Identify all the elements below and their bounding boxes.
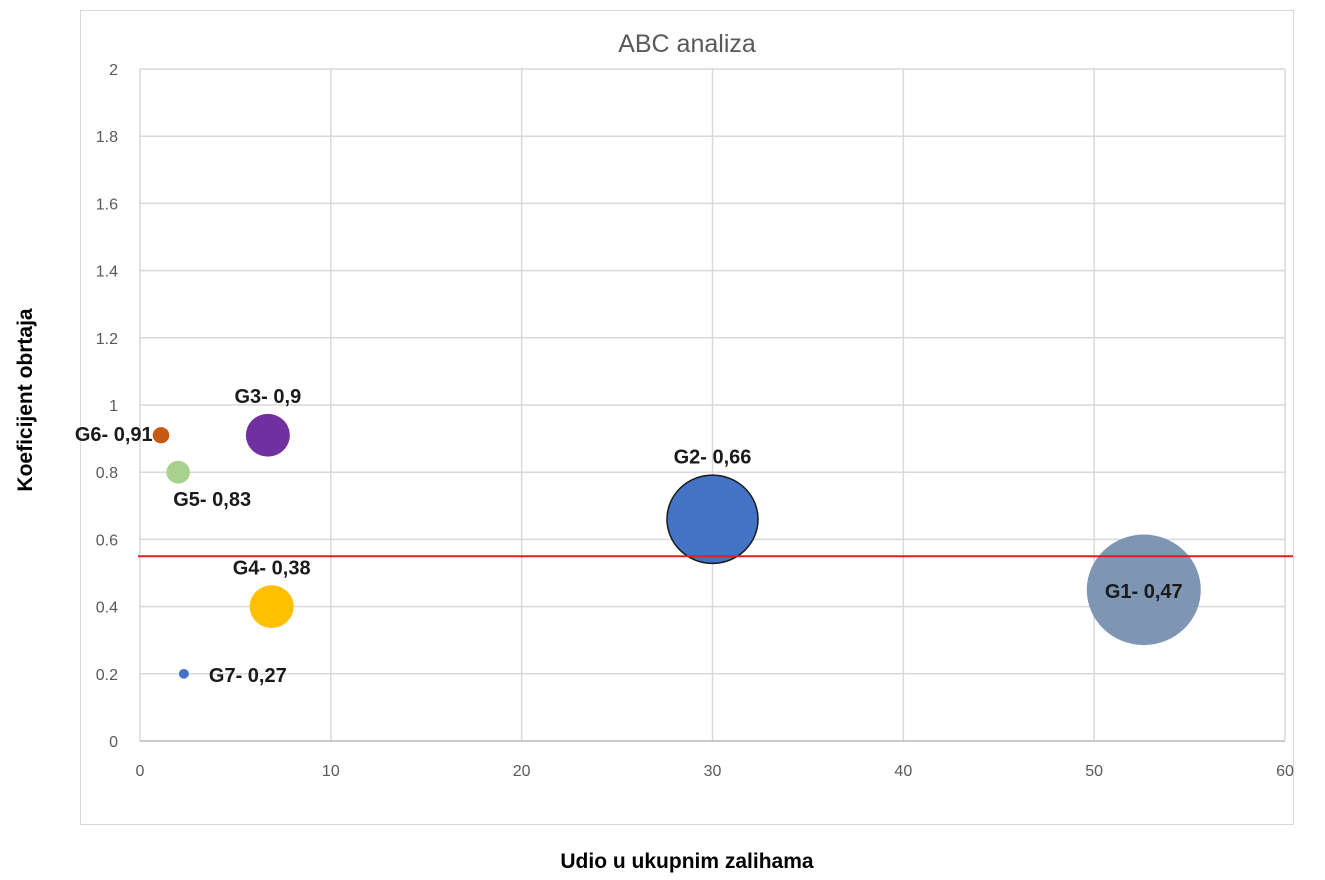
bubble (249, 585, 294, 628)
chart-title: ABC analiza (618, 30, 756, 58)
x-tick-label: 20 (513, 763, 531, 780)
bubble (152, 427, 170, 444)
y-tick-label: 1 (109, 398, 118, 415)
x-tick-label: 60 (1276, 763, 1294, 780)
y-tick-label: 1.6 (96, 196, 118, 213)
y-tick-label: 0 (109, 734, 118, 751)
data-label: G6- 0,91 (75, 424, 153, 446)
bubble (166, 460, 190, 484)
data-label: G5- 0,83 (173, 489, 251, 511)
data-label: G2- 0,66 (674, 447, 752, 469)
bubble (178, 668, 189, 679)
y-tick-label: 0.8 (96, 465, 118, 482)
data-label: G3- 0,9 (235, 386, 302, 408)
y-tick-label: 1.4 (96, 264, 118, 281)
x-tick-label: 10 (322, 763, 340, 780)
bubble (1086, 534, 1201, 646)
x-axis-label: Udio u ukupnim zalihama (560, 850, 814, 873)
bubble (666, 474, 759, 565)
x-tick-label: 0 (136, 763, 145, 780)
data-label: G1- 0,47 (1105, 581, 1183, 603)
chart-frame (80, 10, 1294, 825)
y-axis-label: Koeficijent obrtaja (14, 308, 37, 492)
x-tick-label: 30 (704, 763, 722, 780)
y-tick-label: 0.4 (96, 600, 118, 617)
x-tick-label: 40 (894, 763, 912, 780)
x-tick-label: 50 (1085, 763, 1103, 780)
data-label: G7- 0,27 (209, 665, 287, 687)
y-tick-label: 1.8 (96, 129, 118, 146)
y-tick-label: 2 (109, 62, 118, 79)
y-tick-label: 0.6 (96, 532, 118, 549)
y-tick-label: 1.2 (96, 331, 118, 348)
data-label: G4- 0,38 (233, 558, 311, 580)
bubble (245, 413, 290, 457)
y-tick-label: 0.2 (96, 667, 118, 684)
